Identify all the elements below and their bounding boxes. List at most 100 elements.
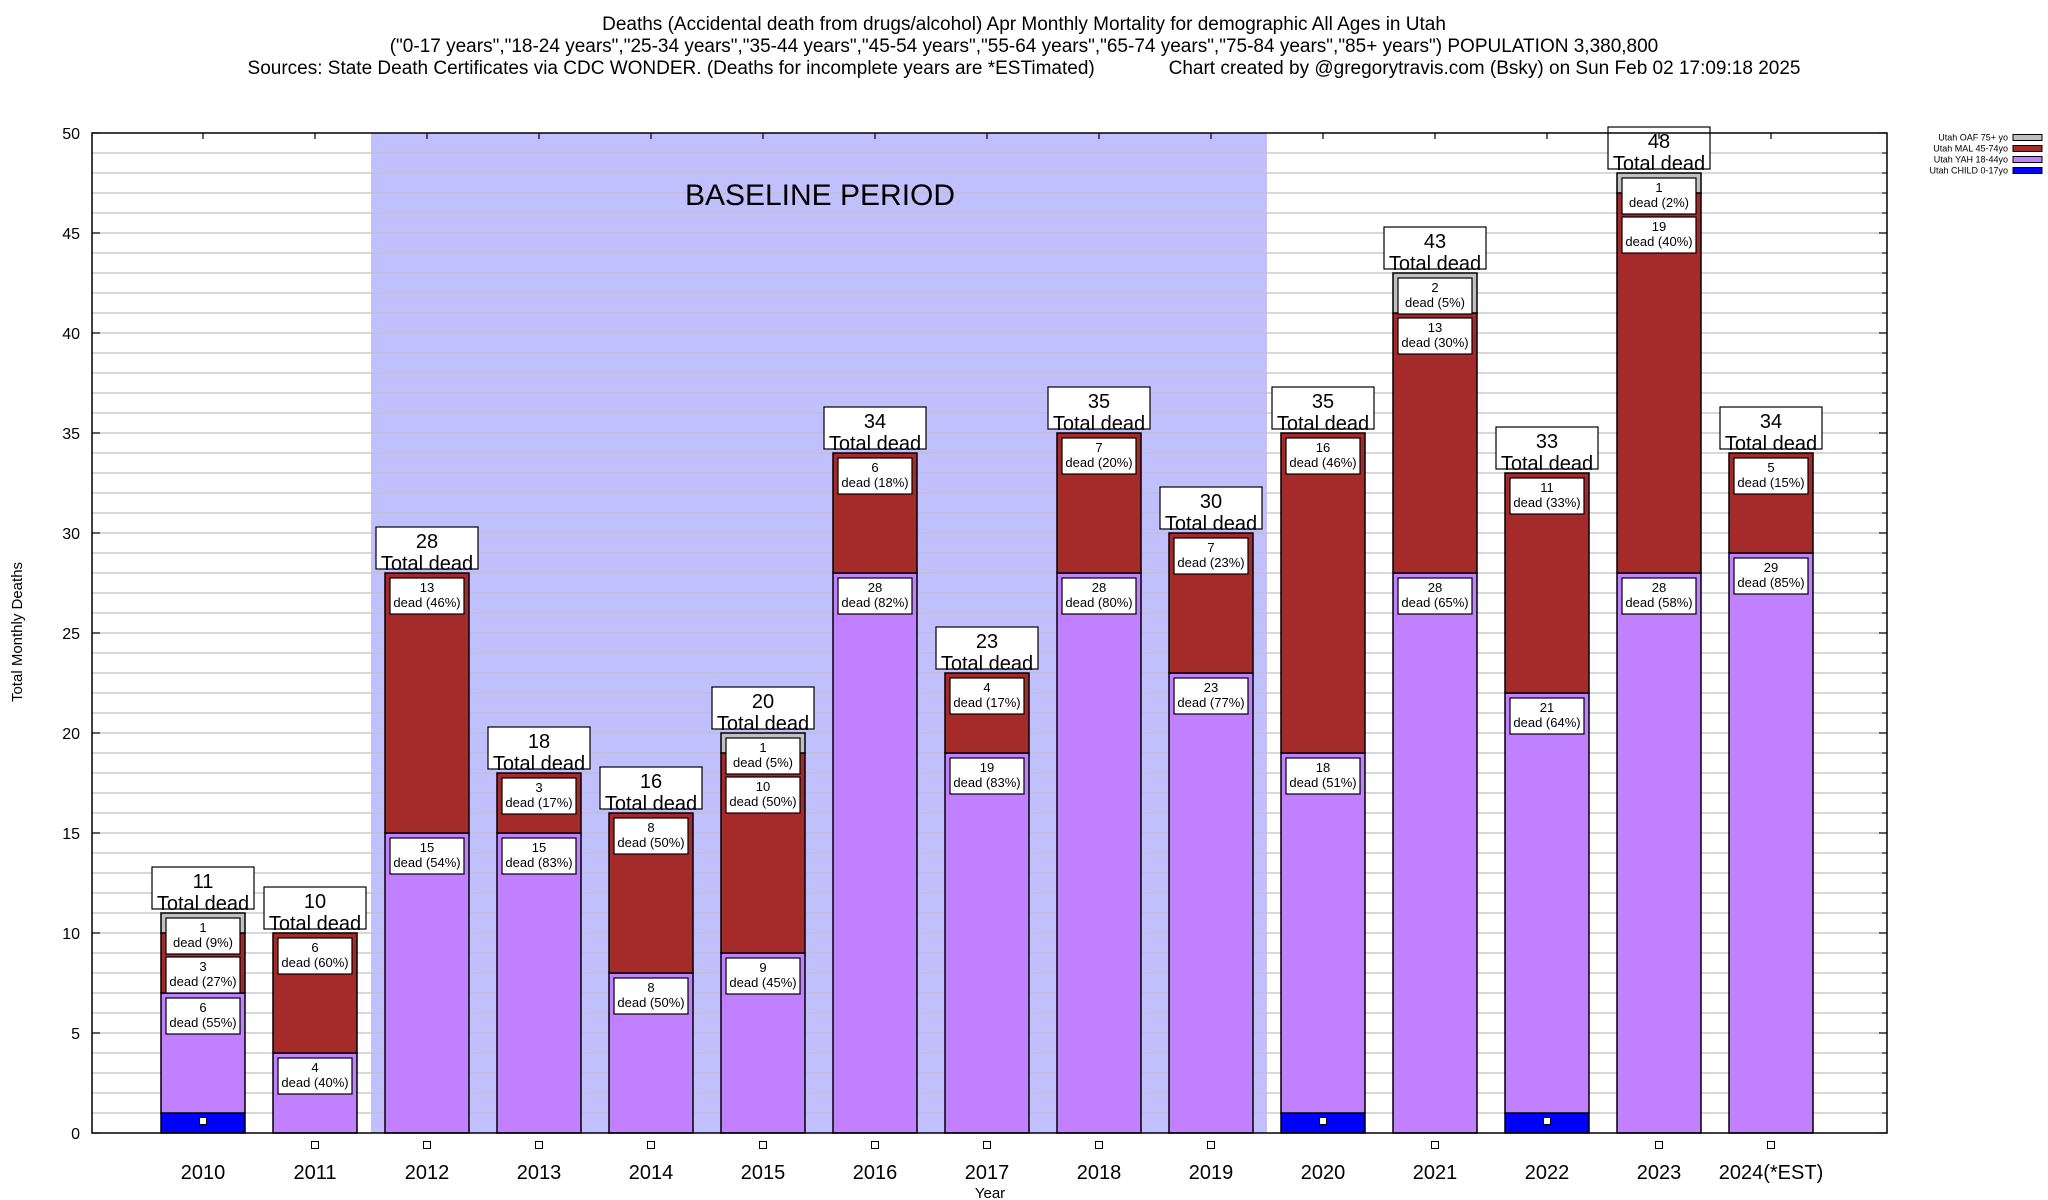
segment-label-text: dead (60%) bbox=[281, 955, 348, 970]
chart-header: Deaths (Accidental death from drugs/alco… bbox=[0, 14, 2048, 80]
segment-label-box bbox=[949, 677, 1025, 715]
total-label-box bbox=[1271, 386, 1375, 430]
x-axis-label: Year bbox=[975, 1185, 1005, 1200]
segment-label-value: 29 bbox=[1764, 560, 1778, 575]
bar-segment-utah-yah-18-44yo bbox=[1280, 752, 1366, 1114]
segment-label-text: dead (50%) bbox=[729, 794, 796, 809]
y-tick-label: 0 bbox=[71, 1126, 80, 1143]
x-tick-label: 2018 bbox=[1077, 1162, 1122, 1184]
segment-label-text: dead (55%) bbox=[169, 1015, 236, 1030]
total-label-box bbox=[1159, 486, 1263, 530]
segment-label-box bbox=[1621, 216, 1697, 254]
segment-label-text: dead (5%) bbox=[733, 755, 793, 770]
total-label-value: 11 bbox=[193, 871, 214, 893]
chart-source: Sources: State Death Certificates via CD… bbox=[247, 58, 1095, 79]
total-label-text: Total dead bbox=[1725, 433, 1817, 455]
total-label-text: Total dead bbox=[605, 793, 697, 815]
x-tick-label: 2011 bbox=[293, 1162, 336, 1184]
segment-label-text: dead (46%) bbox=[1289, 455, 1356, 470]
segment-label-box bbox=[389, 577, 465, 615]
point-marker bbox=[1655, 1141, 1663, 1149]
total-label-value: 28 bbox=[416, 531, 438, 553]
legend-swatch bbox=[2012, 156, 2043, 163]
segment-label-text: dead (83%) bbox=[505, 855, 572, 870]
segment-label-value: 10 bbox=[756, 779, 770, 794]
segment-label-value: 1 bbox=[1655, 180, 1662, 195]
segment-label-value: 13 bbox=[420, 580, 434, 595]
segment-label-text: dead (18%) bbox=[841, 475, 908, 490]
segment-label-value: 9 bbox=[759, 960, 766, 975]
x-tick-label: 2024(*EST) bbox=[1719, 1162, 1824, 1184]
segment-label-text: dead (20%) bbox=[1065, 455, 1132, 470]
total-label-box bbox=[1495, 426, 1599, 470]
segment-label-box bbox=[1509, 477, 1585, 515]
total-label-box bbox=[151, 866, 255, 910]
chart-title: Deaths (Accidental death from drugs/alco… bbox=[602, 14, 1446, 35]
y-tick-label: 35 bbox=[62, 426, 80, 443]
legend-label: Utah OAF 75+ yo bbox=[1938, 133, 2008, 143]
chart-source-credit: Sources: State Death Certificates via CD… bbox=[0, 58, 2048, 80]
total-label-box bbox=[711, 686, 815, 730]
segment-label-value: 19 bbox=[1652, 219, 1666, 234]
segment-label-text: dead (9%) bbox=[173, 935, 233, 950]
legend-swatch bbox=[2012, 134, 2043, 141]
segment-label-value: 11 bbox=[1540, 480, 1554, 495]
legend-label: Utah CHILD 0-17yo bbox=[1929, 166, 2008, 176]
segment-label-box bbox=[165, 917, 241, 955]
segment-label-box bbox=[277, 1057, 353, 1095]
point-marker bbox=[1095, 1141, 1103, 1149]
total-label-value: 30 bbox=[1200, 491, 1222, 513]
segment-label-value: 15 bbox=[420, 840, 434, 855]
segment-label-value: 28 bbox=[1428, 580, 1442, 595]
segment-label-text: dead (40%) bbox=[1625, 234, 1692, 249]
y-tick-label: 15 bbox=[62, 826, 80, 843]
segment-label-text: dead (50%) bbox=[617, 835, 684, 850]
total-label-text: Total dead bbox=[157, 893, 249, 915]
bar-segment-utah-yah-18-44yo bbox=[1616, 572, 1702, 1134]
segment-label-box bbox=[1733, 457, 1809, 495]
segment-label-value: 28 bbox=[1652, 580, 1666, 595]
y-tick-label: 5 bbox=[71, 1026, 80, 1043]
segment-label-text: dead (33%) bbox=[1513, 495, 1580, 510]
segment-label-box bbox=[1285, 757, 1361, 795]
point-marker bbox=[871, 1141, 879, 1149]
segment-label-text: dead (80%) bbox=[1065, 595, 1132, 610]
x-tick-label: 2020 bbox=[1301, 1162, 1346, 1184]
segment-label-box bbox=[165, 997, 241, 1035]
total-label-value: 16 bbox=[640, 771, 662, 793]
bar-segment-utah-mal-45-74yo bbox=[384, 572, 470, 834]
bar-segment-utah-yah-18-44yo bbox=[1168, 672, 1254, 1134]
segment-label-value: 19 bbox=[980, 760, 994, 775]
total-label-value: 48 bbox=[1648, 131, 1670, 153]
point-marker bbox=[983, 1141, 991, 1149]
total-label-text: Total dead bbox=[1613, 153, 1705, 175]
segment-label-value: 23 bbox=[1204, 680, 1218, 695]
segment-label-value: 3 bbox=[535, 780, 542, 795]
segment-label-box bbox=[725, 776, 801, 814]
segment-label-text: dead (82%) bbox=[841, 595, 908, 610]
x-tick-label: 2021 bbox=[1413, 1162, 1458, 1184]
point-marker bbox=[1431, 1141, 1439, 1149]
x-tick-label: 2015 bbox=[741, 1162, 786, 1184]
segment-label-text: dead (17%) bbox=[505, 795, 572, 810]
segment-label-value: 7 bbox=[1207, 540, 1214, 555]
total-label-text: Total dead bbox=[1165, 513, 1257, 535]
segment-label-text: dead (51%) bbox=[1289, 775, 1356, 790]
total-label-text: Total dead bbox=[493, 753, 585, 775]
segment-label-box bbox=[1733, 557, 1809, 595]
segment-label-box bbox=[1397, 577, 1473, 615]
segment-label-text: dead (50%) bbox=[617, 995, 684, 1010]
bar-segment-utah-yah-18-44yo bbox=[1728, 552, 1814, 1134]
segment-label-box bbox=[1173, 677, 1249, 715]
total-label-value: 35 bbox=[1088, 391, 1110, 413]
x-tick-label: 2023 bbox=[1637, 1162, 1682, 1184]
segment-label-box bbox=[725, 957, 801, 995]
segment-label-value: 28 bbox=[868, 580, 882, 595]
segment-label-text: dead (40%) bbox=[281, 1075, 348, 1090]
segment-label-value: 4 bbox=[983, 680, 990, 695]
segment-label-value: 1 bbox=[759, 740, 766, 755]
y-tick-label: 20 bbox=[62, 726, 80, 743]
segment-label-value: 6 bbox=[199, 1000, 206, 1015]
segment-label-value: 21 bbox=[1540, 700, 1554, 715]
